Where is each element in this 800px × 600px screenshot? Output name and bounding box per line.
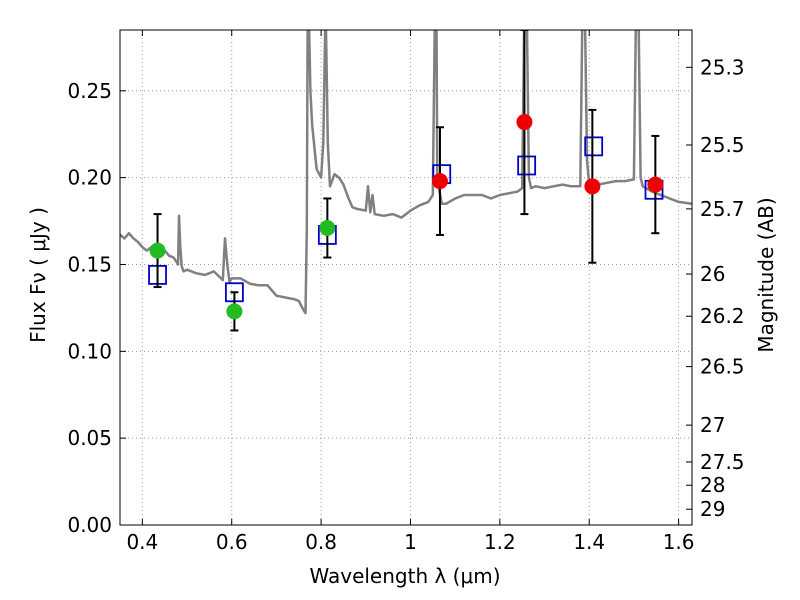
right-tick-label: 25.3	[700, 55, 745, 79]
model-square-marker	[584, 136, 604, 157]
model-square-marker	[517, 155, 537, 176]
right-tick-label: 26.2	[700, 304, 745, 328]
x-tick-label: 1	[404, 530, 417, 554]
optical-data-point	[149, 242, 166, 259]
right-tick-label: 27	[700, 413, 725, 437]
right-tick-label: 26	[700, 262, 725, 286]
right-tick-label: 25.7	[700, 197, 745, 221]
y-tick-label: 0.25	[67, 79, 112, 103]
grid-layer	[120, 30, 692, 525]
x-tick-label: 0.6	[216, 530, 248, 554]
nir-data-point	[516, 114, 533, 131]
y-axis-label: Flux Fν ( μJy )	[26, 207, 50, 343]
optical-data-point	[319, 220, 336, 236]
right-tick-label: 25.5	[700, 133, 745, 157]
nir-data-point	[647, 176, 664, 193]
nir-data-point	[431, 173, 448, 190]
plot-layer	[120, 30, 692, 332]
plot-frame	[119, 29, 693, 526]
right-tick-label: 29	[700, 497, 725, 521]
x-tick-label: 0.8	[305, 530, 337, 554]
label-layer: Wavelength λ (μm) Flux Fν ( μJy ) Magnit…	[26, 197, 778, 588]
nir-data-point	[584, 178, 601, 195]
y-tick-label: 0.05	[67, 426, 112, 450]
x-tick-label: 1.6	[663, 530, 695, 554]
right-tick-label: 28	[700, 473, 725, 497]
right-tick-label: 27.5	[700, 450, 745, 474]
optical-data-point	[226, 303, 243, 320]
y-tick-label: 0.20	[67, 166, 112, 190]
y-tick-label: 0.10	[67, 339, 112, 363]
right-tick-label: 26.5	[700, 355, 745, 379]
right-axis-label: Magnitude (AB)	[754, 197, 778, 352]
tick-layer: 0.4 0.6 0.8 1 1.2 1.4 1.6 0.00 0.05 0.10 0.15 0.20 0…	[67, 30, 745, 554]
sed-spectrum-line	[120, 30, 692, 315]
x-tick-label: 1.2	[484, 530, 516, 554]
y-tick-label: 0.00	[67, 513, 112, 537]
x-tick-label: 0.4	[126, 530, 158, 554]
y-tick-label: 0.15	[67, 252, 112, 276]
x-tick-label: 1.4	[573, 530, 605, 554]
x-axis-label: Wavelength λ (μm)	[309, 564, 500, 588]
